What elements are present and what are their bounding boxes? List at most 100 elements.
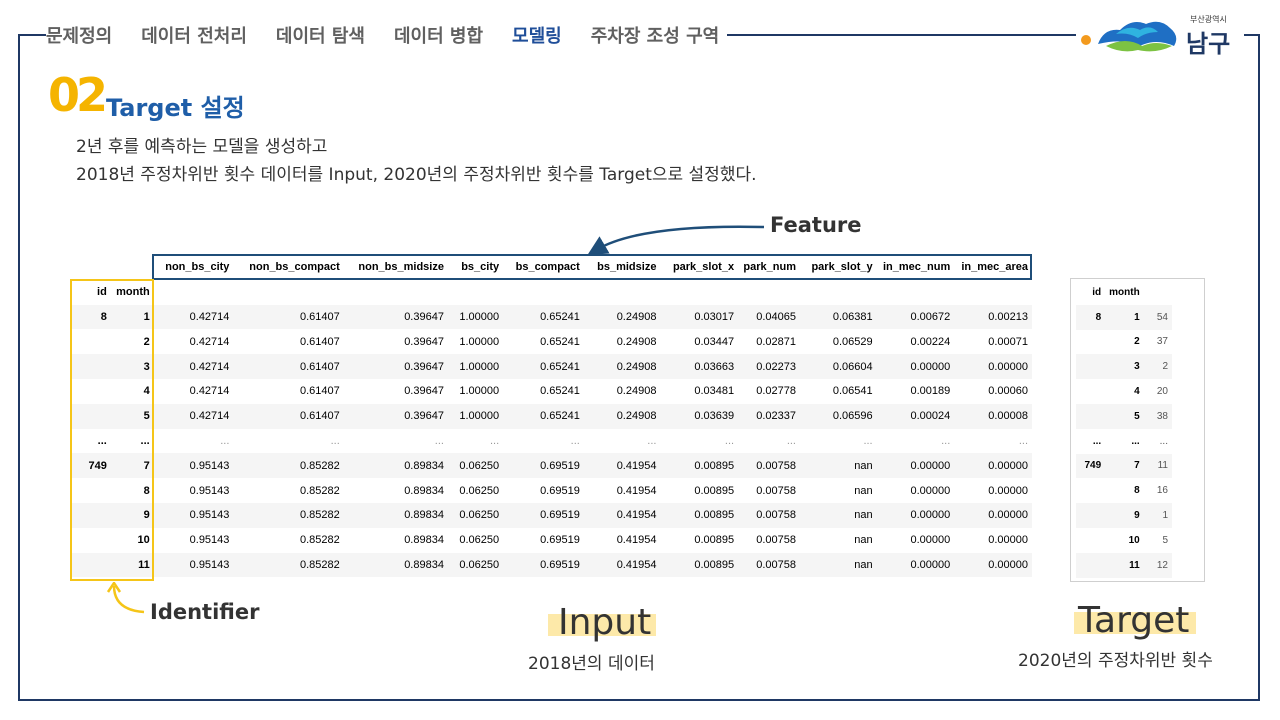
table-row: 9 0.95143 0.85282 0.89834 0.06250 0.69519 0.41… (72, 502, 1032, 528)
table-row: 11 0.95143 0.85282 0.89834 0.06250 0.69519 0.4… (72, 552, 1032, 578)
table-cell: 0.00060 (988, 385, 1028, 398)
row-month: 1 (110, 304, 154, 330)
target-row-id (1076, 354, 1106, 380)
table-cell: 0.85282 (233, 453, 344, 479)
table-cell: nan (799, 453, 877, 479)
row-id (72, 502, 111, 528)
empty-cell (233, 280, 343, 305)
table-cell: nan (799, 502, 877, 528)
table-cell: 0.65241 (503, 354, 584, 379)
nav-item-0[interactable]: 문제정의 (46, 26, 113, 47)
input-label-highlight (548, 614, 656, 636)
target-index-header-row: id month (1076, 280, 1172, 305)
identifier-label: Identifier (150, 600, 260, 624)
target-value-cell: 12 (1143, 552, 1172, 578)
column-header: non_bs_city (165, 261, 230, 274)
target-row-month: 3 (1105, 354, 1144, 380)
row-month: 9 (110, 502, 154, 528)
table-cell: 0.95143 (153, 502, 234, 528)
table-cell: nan (799, 552, 877, 578)
table-cell: 0.89834 (343, 552, 448, 578)
table-cell: ... (220, 434, 230, 447)
table-cell: 0.06381 (799, 304, 877, 330)
table-cell: 0.41954 (616, 534, 657, 547)
table-cell: 0.69519 (540, 484, 580, 497)
column-header: in_mec_area (961, 261, 1028, 274)
table-cell: 0.61407 (299, 385, 340, 398)
identifier-arrow-icon (106, 582, 145, 614)
nav-item-3[interactable]: 데이터 병합 (393, 26, 484, 47)
nav-item-1[interactable]: 데이터 전처리 (141, 26, 247, 47)
row-month: 8 (143, 484, 150, 497)
target-row-id (1076, 403, 1106, 429)
table-cell: 1.00000 (447, 403, 504, 429)
table-cell: 0.61407 (233, 304, 344, 330)
input-label: Input (558, 602, 652, 643)
table-cell: ... (434, 434, 444, 447)
target-row-month: 11 (1105, 552, 1144, 578)
empty-cell (877, 280, 955, 305)
table-cell: 0.41954 (583, 552, 661, 578)
table-cell: 0.39647 (343, 304, 448, 330)
table-cell: 0.06596 (799, 403, 877, 429)
table-cell: 0.00224 (910, 335, 951, 348)
table-cell: 0.03481 (694, 385, 735, 398)
table-cell: 1.00000 (447, 304, 504, 330)
table-cell: 1.00000 (459, 335, 500, 348)
table-cell: 0.00000 (954, 502, 1032, 528)
target-table-row: ......... (1076, 429, 1172, 454)
target-value-cell: 1 (1143, 503, 1172, 528)
target-row-month: 7 (1105, 453, 1144, 479)
target-value-cell: 16 (1156, 485, 1168, 497)
table-cell: nan (854, 484, 873, 497)
table-cell: 0.61407 (233, 403, 344, 429)
feature-arrow-icon (587, 225, 765, 256)
header-blank-cell (111, 255, 154, 280)
table-cell: 0.00895 (694, 534, 735, 547)
table-cell: 0.85282 (299, 534, 340, 547)
target-table-row: 8 16 (1076, 478, 1172, 503)
target-row-month: ... (1131, 435, 1140, 447)
table-cell: 0.00000 (988, 534, 1028, 547)
row-id: ... (97, 434, 107, 447)
description-line-1: 2년 후를 예측하는 모델을 생성하고 (76, 137, 328, 157)
table-cell: 0.06604 (799, 354, 877, 379)
table-cell: ... (786, 434, 796, 447)
table-cell: 0.06250 (447, 453, 504, 479)
column-header: bs_city (461, 261, 500, 274)
table-cell: 0.00000 (876, 453, 955, 479)
table-cell: 0.06250 (447, 552, 504, 578)
target-row-id (1076, 528, 1105, 553)
empty-cell (448, 280, 503, 305)
target-value-cell: 38 (1143, 403, 1172, 429)
table-cell: 0.03639 (660, 403, 739, 429)
table-cell: 0.85282 (299, 484, 340, 497)
target-row-month: 10 (1128, 534, 1140, 546)
table-cell: 1.00000 (459, 385, 500, 398)
table-cell: 0.85282 (233, 552, 344, 578)
empty-cell (503, 280, 584, 305)
table-cell: ... (570, 434, 580, 447)
table-cell: 0.89834 (343, 502, 448, 528)
table-cell: 0.41954 (583, 502, 661, 528)
target-label: Target (1078, 600, 1190, 641)
target-table-row: 11 12 (1076, 552, 1172, 578)
table-cell: ... (489, 434, 500, 447)
table-cell: 0.61407 (299, 335, 340, 348)
column-header: bs_midsize (597, 261, 657, 274)
logo-subtitle: 부산광역시 (1190, 15, 1227, 24)
target-row-month: 9 (1105, 503, 1144, 528)
input-sublabel: 2018년의 데이터 (528, 654, 655, 674)
target-sublabel: 2020년의 주정차위반 횟수 (1018, 651, 1213, 671)
nav-item-5[interactable]: 주차장 조성 구역 (590, 26, 720, 47)
row-month: ... (140, 434, 150, 447)
column-header: park_slot_x (672, 261, 735, 274)
target-table-row: 4 20 (1076, 379, 1172, 404)
namgu-logo: 부산광역시 남구 (1076, 10, 1244, 58)
target-row-id (1076, 330, 1105, 355)
table-cell: 0.00895 (660, 502, 739, 528)
table-cell: 0.00000 (910, 484, 951, 497)
nav-item-2[interactable]: 데이터 탐색 (275, 26, 365, 47)
nav-item-4[interactable]: 모델링 (512, 26, 562, 47)
empty-cell (584, 280, 661, 305)
